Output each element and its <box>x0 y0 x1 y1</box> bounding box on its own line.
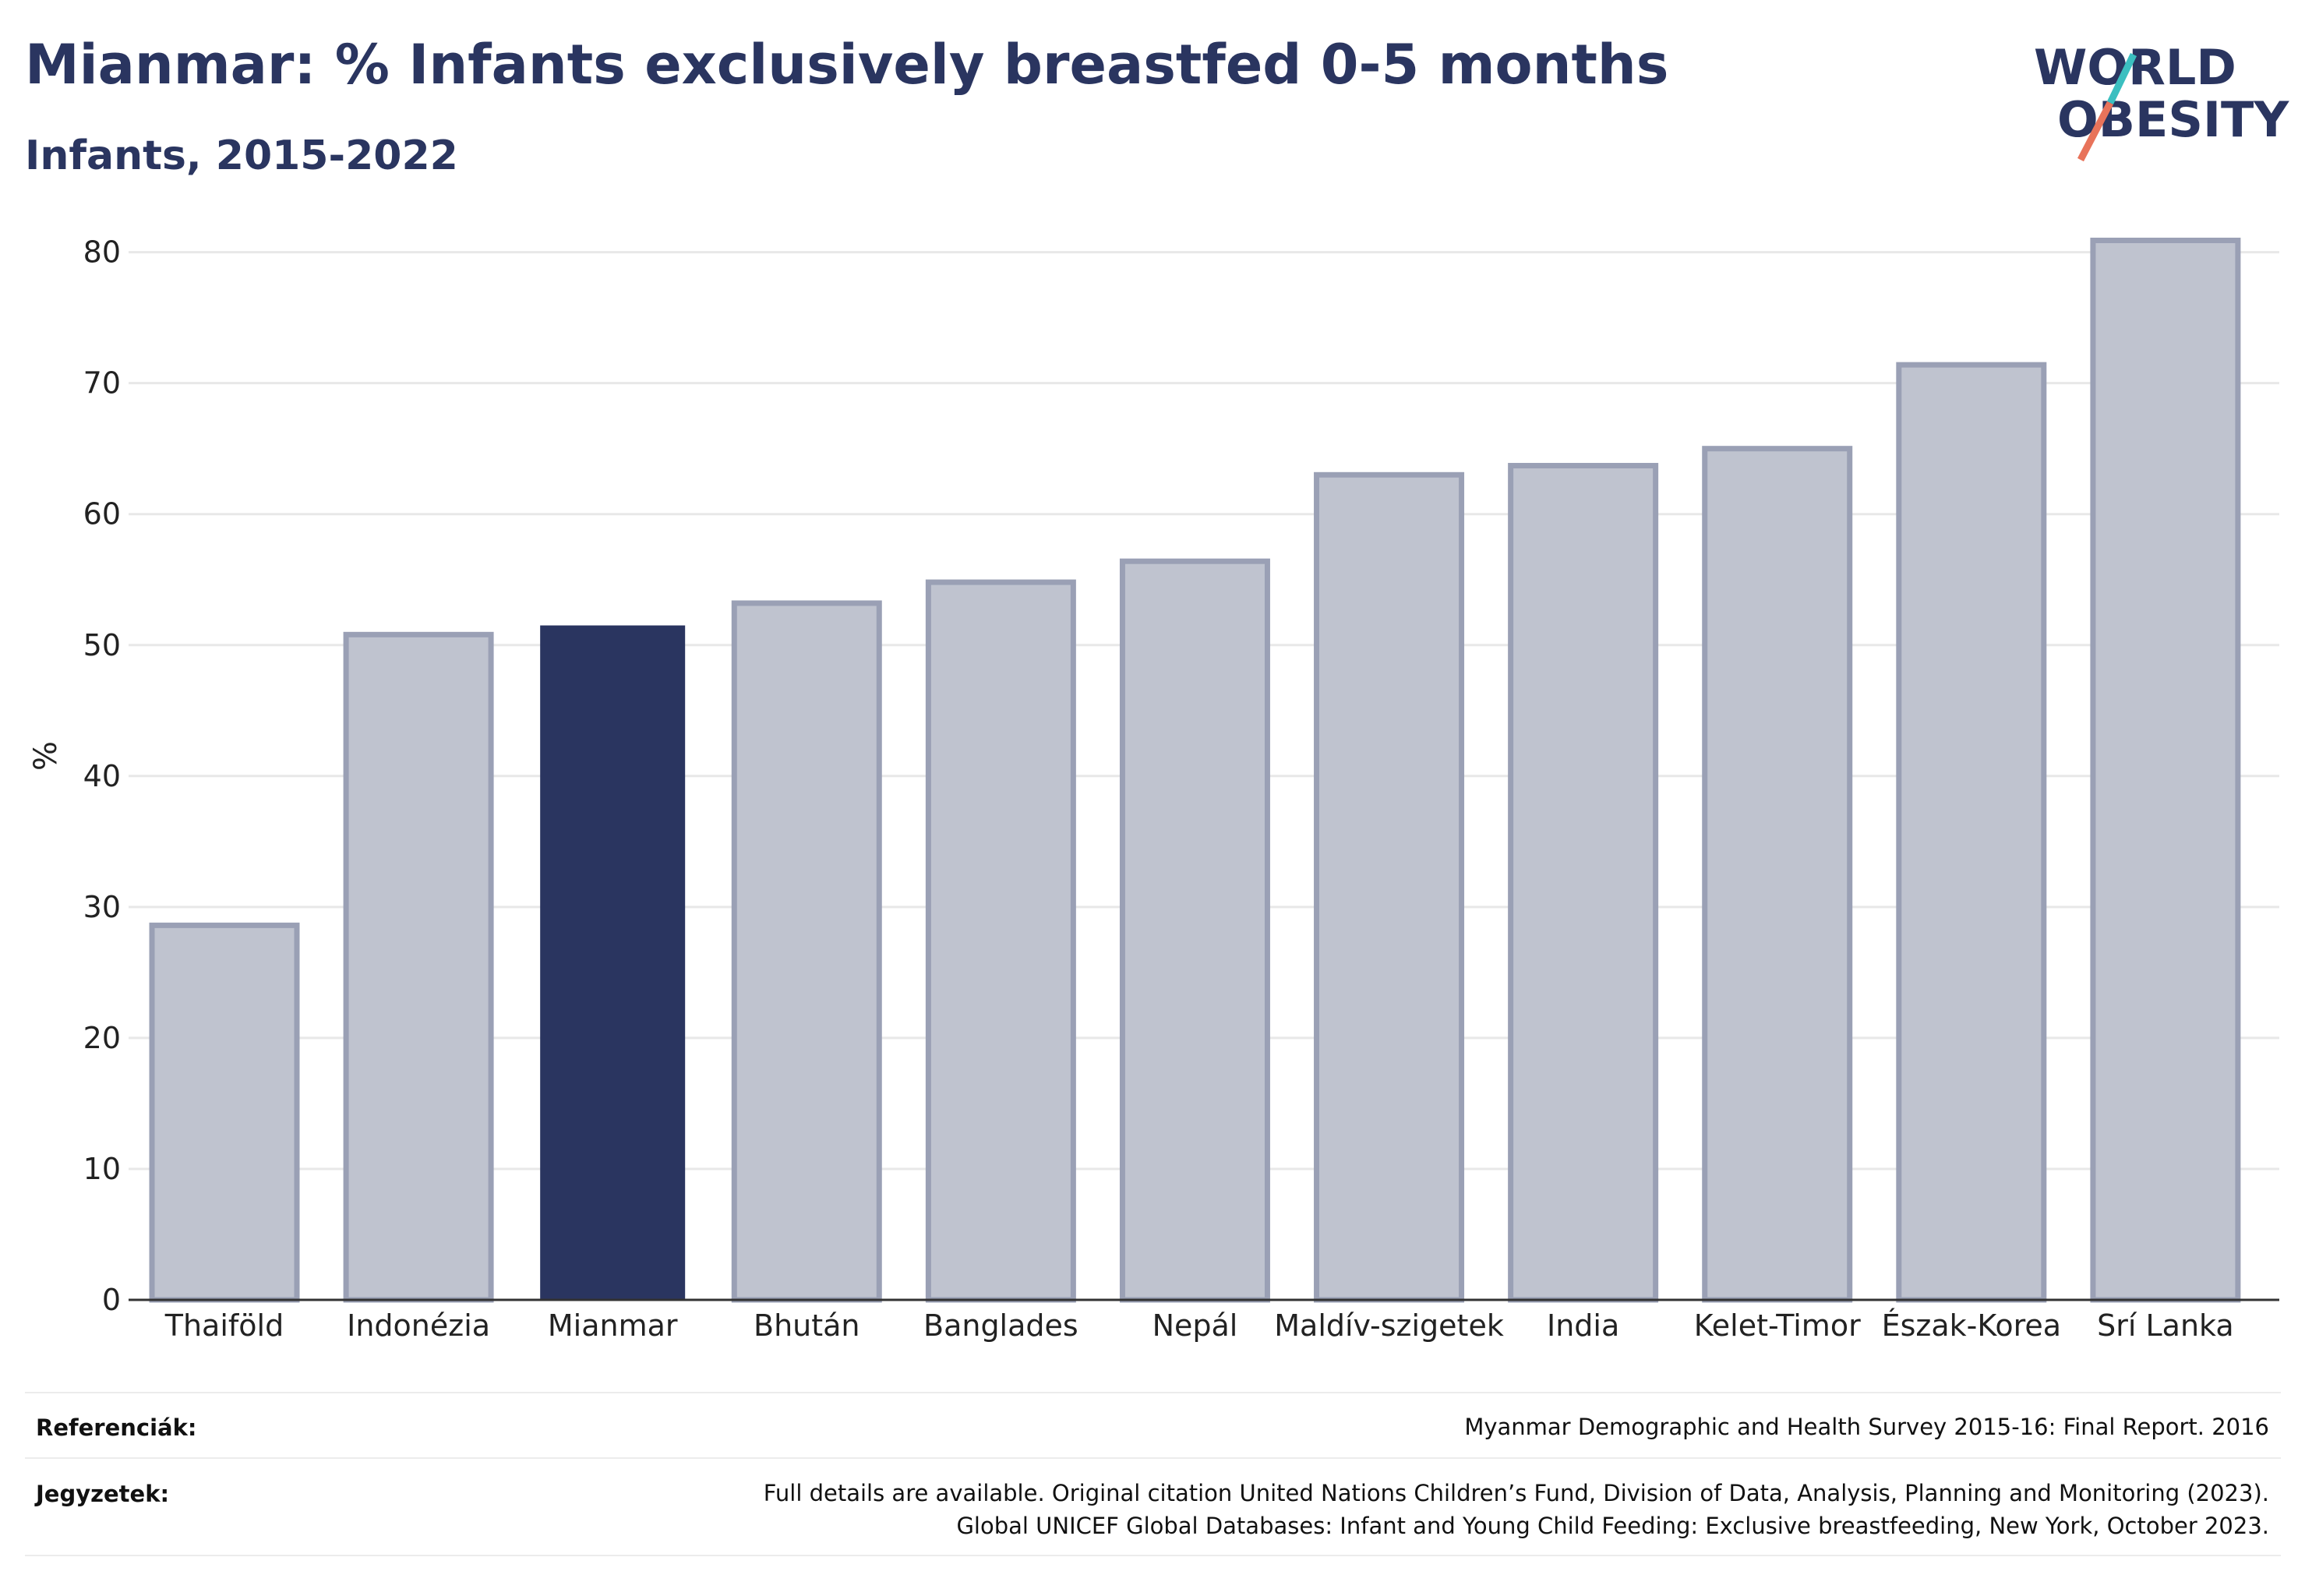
footer-divider-bottom <box>25 1555 2281 1556</box>
y-tick-label-60: 60 <box>83 497 121 531</box>
y-tick-label-40: 40 <box>83 759 121 793</box>
chart-subtitle: Infants, 2015-2022 <box>25 132 458 179</box>
bar-bhut-n <box>731 600 882 1303</box>
logo-word-1: WORLD <box>2034 39 2236 96</box>
x-tick-label-mald-v-szigetek: Maldív-szigetek <box>1274 1308 1504 1343</box>
references-label: Referenciák: <box>36 1414 197 1441</box>
bar-banglades <box>925 579 1076 1303</box>
y-tick-label-80: 80 <box>83 235 121 270</box>
logo-word-2: OBESITY <box>2057 91 2289 148</box>
x-tick-label-nep-l: Nepál <box>1152 1308 1238 1343</box>
bar-india <box>1508 463 1659 1303</box>
y-tick-label-0: 0 <box>102 1283 121 1317</box>
y-tick-label-70: 70 <box>83 366 121 401</box>
bar-layer <box>149 237 2241 1303</box>
notes-text-line-2: Global UNICEF Global Databases: Infant a… <box>956 1513 2269 1539</box>
y-tick-label-10: 10 <box>83 1152 121 1186</box>
chart-title: Mianmar: % Infants exclusively breastfed… <box>25 33 1669 97</box>
world-obesity-logo: WORLD OBESITY <box>2034 39 2289 162</box>
bar-thaif-ld <box>149 922 300 1303</box>
bar-mald-v-szigetek <box>1314 471 1465 1303</box>
references-text: Myanmar Demographic and Health Survey 20… <box>1464 1414 2269 1440</box>
footer-divider-top <box>25 1392 2281 1393</box>
bar--szak-korea <box>1896 362 2047 1303</box>
x-tick-label-india: India <box>1547 1308 1619 1343</box>
bar-kelet-timor <box>1702 446 1853 1303</box>
notes-label: Jegyzetek: <box>36 1481 170 1507</box>
bar-chart: 0 10 20 30 40 50 60 70 80 Thaiföld Indonézia Mianma… <box>28 235 2279 1343</box>
x-tick-label-bhut-n: Bhután <box>754 1308 860 1343</box>
x-tick-label-indon-zia: Indonézia <box>347 1308 490 1343</box>
x-tick-label-thaif-ld: Thaiföld <box>164 1308 284 1343</box>
bar-sr-lanka <box>2090 237 2241 1303</box>
x-tick-label-mianmar: Mianmar <box>548 1308 678 1343</box>
logo-slash-teal <box>2106 53 2137 104</box>
y-tick-label-20: 20 <box>83 1021 121 1055</box>
y-axis-label: % <box>28 741 64 771</box>
logo-slash-red <box>2077 101 2113 162</box>
y-tick-label-50: 50 <box>83 628 121 662</box>
bar-nep-l <box>1119 558 1270 1303</box>
axis-layer: 0 10 20 30 40 50 60 70 80 Thaiföld Indonézia Mianma… <box>83 235 2279 1343</box>
x-tick-label--szak-korea: Észak-Korea <box>1882 1308 2062 1343</box>
bar-indon-zia <box>343 631 494 1303</box>
x-tick-label-sr-lanka: Srí Lanka <box>2097 1308 2234 1343</box>
bar-mianmar <box>540 625 686 1300</box>
x-tick-label-banglades: Banglades <box>923 1308 1078 1343</box>
x-tick-label-kelet-timor: Kelet-Timor <box>1694 1308 1861 1343</box>
y-tick-label-30: 30 <box>83 890 121 924</box>
notes-text-line-1: Full details are available. Original cit… <box>763 1480 2269 1506</box>
footer-divider-middle <box>25 1457 2281 1459</box>
